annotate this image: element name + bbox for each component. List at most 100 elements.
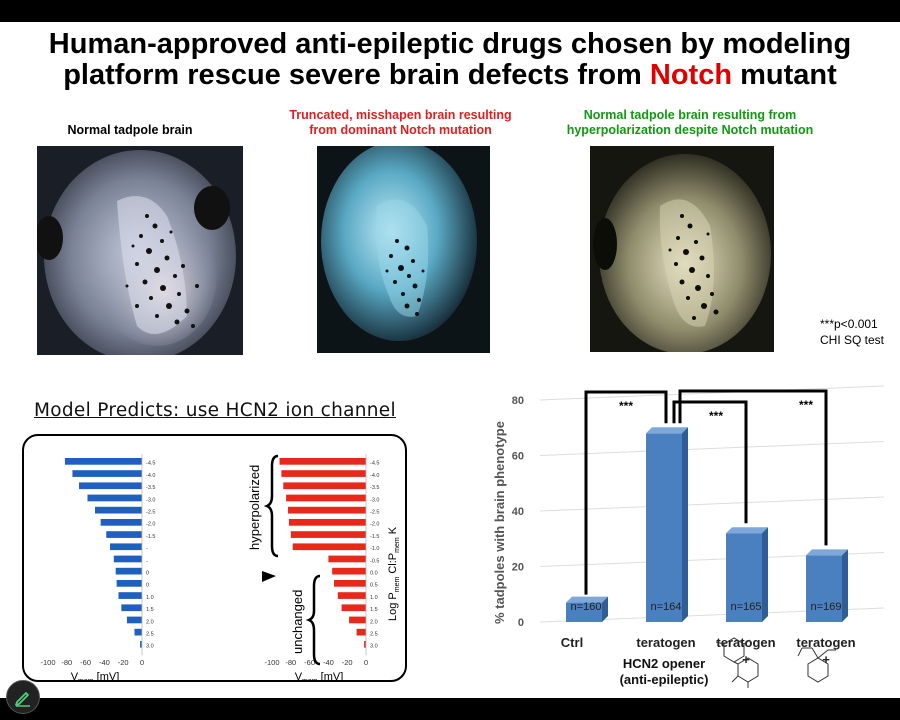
caption-notch-line2: from dominant Notch mutation — [309, 123, 492, 137]
model-tick-label: 2.5 — [370, 632, 378, 638]
model-bar — [95, 506, 142, 514]
model-x-tick: -60 — [304, 658, 315, 667]
model-bar — [290, 531, 366, 538]
right-y-axis-label: Log Pmem Cl:Pmem K — [387, 526, 401, 621]
model-x-label: Vmem [mV] — [295, 671, 344, 680]
model-bar — [337, 592, 366, 599]
model-x-tick: -80 — [285, 658, 296, 667]
drug-label-line1: HCN2 opener — [622, 656, 706, 671]
model-bar — [100, 519, 142, 526]
model-bar — [287, 506, 366, 514]
model-x-tick: -100 — [264, 658, 279, 667]
model-bar — [328, 555, 366, 563]
model-bar — [288, 519, 366, 526]
n-label: n=165 — [731, 601, 762, 613]
photo-notch-mutant — [317, 146, 490, 353]
model-tick-label: 0.0 — [370, 571, 378, 577]
sig-stars: *** — [799, 398, 813, 412]
grid-line — [539, 385, 885, 401]
model-bar — [364, 641, 366, 648]
model-bar — [106, 531, 142, 538]
bar — [726, 533, 762, 622]
model-x-tick: 0 — [364, 658, 368, 667]
model-tick-label: 3.0 — [146, 644, 154, 650]
model-tick-label: -4.0 — [370, 473, 379, 479]
model-tick-label: 1.0 — [146, 595, 154, 601]
sig-note-line1: ***p<0.001 — [820, 317, 878, 331]
model-bar — [64, 458, 142, 465]
model-bar — [356, 628, 366, 636]
caption-rescued-line2: hyperpolarization despite Notch mutation — [566, 123, 814, 137]
model-bar — [115, 567, 142, 575]
model-bar — [281, 470, 366, 477]
model-tick-label: -0.5 — [370, 558, 379, 564]
x-category-plus: + — [822, 652, 830, 667]
model-tick-label: -1.0 — [370, 546, 379, 552]
model-tick-label: -3.5 — [370, 485, 379, 491]
model-bar — [349, 616, 366, 624]
pencil-icon — [15, 692, 30, 707]
model-tick-label: 1.0 — [370, 595, 378, 601]
model-bar — [286, 494, 366, 502]
bar-side — [682, 427, 688, 622]
bar-side — [842, 549, 848, 622]
n-label: n=160 — [571, 601, 602, 613]
drug-label: HCN2 opener (anti-epileptic) — [612, 656, 716, 688]
model-tick-label: -2.5 — [370, 510, 379, 516]
y-tick-labels: 0 20 40 60 80 — [512, 395, 524, 629]
model-x-tick: -20 — [342, 658, 353, 667]
sig-bracket — [678, 389, 828, 546]
notch-highlight: Notch — [649, 59, 733, 91]
model-tick-label: -2.5 — [146, 510, 155, 516]
model-tick-label: 2.0 — [370, 619, 378, 625]
model-x-label: Vmem [mV] — [71, 671, 120, 680]
edit-button[interactable] — [6, 680, 40, 714]
model-tick-label: -2.0 — [370, 522, 379, 528]
photo-normal-tadpole — [37, 146, 243, 355]
bar — [646, 433, 682, 622]
x-category-label: teratogen — [796, 635, 855, 650]
model-x-tick: 0 — [140, 658, 144, 667]
bar-top — [566, 596, 608, 603]
model-tick-label: 0 — [146, 583, 149, 589]
x-category-label: teratogen — [636, 635, 695, 650]
model-bar — [341, 604, 366, 612]
significance-brackets: *** *** *** — [584, 389, 828, 595]
model-bar — [87, 494, 142, 502]
hyperpolarized-label: hyperpolarized — [247, 465, 262, 550]
y-tick-label: 60 — [512, 451, 524, 463]
n-label: n=169 — [811, 601, 842, 613]
model-x-tick: -40 — [99, 658, 110, 667]
model-tick-label: 0 — [146, 571, 149, 577]
x-category-label: Ctrl — [561, 635, 583, 650]
caption-notch-line1: Truncated, misshapen brain resulting — [289, 108, 512, 122]
model-bar — [283, 482, 366, 490]
model-bar — [279, 458, 366, 465]
model-charts: -4.5 -4.0 -3.5 -3.0 -2.5 -2.0 -1.5 - - 0 0 1.0 1.5 2.… — [40, 454, 401, 685]
bars: n=160 n=164 n=165 n=169 — [566, 427, 848, 622]
model-x-tick: -60 — [80, 658, 91, 667]
model-tick-label: -3.0 — [146, 497, 155, 503]
title-text-end: mutant — [732, 59, 837, 91]
bar-top — [726, 527, 768, 534]
slide: Human-approved anti-epileptic drugs chos… — [0, 22, 900, 698]
model-panel: -4.5 -4.0 -3.5 -3.0 -2.5 -2.0 -1.5 - - 0 0 1.0 1.5 2.… — [22, 434, 407, 685]
model-tick-label: -1.5 — [146, 534, 155, 540]
left-bar-chart: -4.5 -4.0 -3.5 -3.0 -2.5 -2.0 -1.5 - - 0 0 1.0 1.5 2.… — [40, 454, 155, 685]
model-tick-label: 1.5 — [370, 607, 378, 613]
arrow-marker — [262, 571, 276, 582]
model-tick-label: -1.5 — [370, 534, 379, 540]
model-bar — [118, 592, 142, 599]
sig-bracket — [584, 390, 668, 595]
significance-note: ***p<0.001 CHI SQ test — [820, 316, 884, 348]
bar-side — [762, 527, 768, 622]
grid-line — [539, 441, 885, 456]
bar-top — [646, 427, 688, 434]
drug-label-line2: (anti-epileptic) — [619, 672, 709, 687]
grid-line — [539, 496, 885, 512]
lamotrigine-structure-icon — [715, 637, 759, 688]
model-tick-label: -3.0 — [370, 497, 379, 503]
slide-title-line2: platform rescue severe brain defects fro… — [0, 60, 900, 91]
n-label: n=164 — [651, 601, 682, 613]
caption-normal: Normal tadpole brain — [67, 123, 193, 137]
